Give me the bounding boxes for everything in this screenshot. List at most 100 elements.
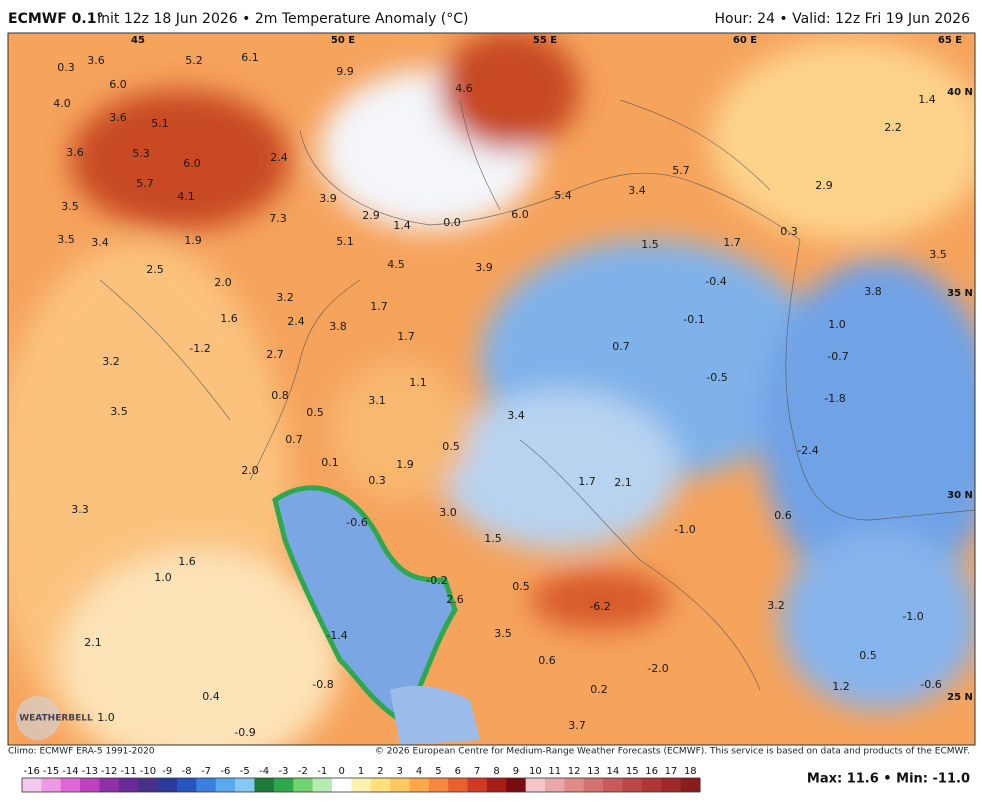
colorbar-label: 7 xyxy=(474,766,480,777)
colorbar-cell xyxy=(293,778,314,792)
colorbar-label: -13 xyxy=(82,766,98,777)
colorbar-cell xyxy=(118,778,139,792)
colorbar-cell xyxy=(235,778,255,792)
map-value: 0.7 xyxy=(285,433,303,446)
map-value: 1.4 xyxy=(393,219,411,232)
colorbar-label: 2 xyxy=(377,766,383,777)
map-value: 0.7 xyxy=(612,340,630,353)
grid-label: 60 E xyxy=(733,35,757,46)
map-value: 1.1 xyxy=(409,376,427,389)
map-value: 5.2 xyxy=(185,54,203,67)
colorbar-cell xyxy=(506,778,527,792)
map-value: 3.0 xyxy=(439,506,457,519)
colorbar-label: 0 xyxy=(338,766,344,777)
colorbar-frame xyxy=(21,777,701,793)
colorbar-label: -14 xyxy=(62,766,78,777)
map-value: 6.1 xyxy=(241,51,259,64)
colorbar-cell xyxy=(196,778,217,792)
map-value: -1.0 xyxy=(674,523,695,536)
colorbar-label: 12 xyxy=(568,766,581,777)
colorbar-cell xyxy=(138,778,159,792)
colorbar-cell xyxy=(312,778,333,792)
colorbar-label: -2 xyxy=(298,766,308,777)
colorbar-label: -10 xyxy=(140,766,156,777)
colorbar-label: 10 xyxy=(529,766,542,777)
map-value: 5.4 xyxy=(554,189,572,202)
climo-note: Climo: ECMWF ERA-5 1991-2020 xyxy=(8,747,155,757)
colorbar-label: -6 xyxy=(220,766,230,777)
logo-badge xyxy=(16,696,60,740)
map-value: -2.4 xyxy=(797,444,818,457)
colorbar-cell xyxy=(641,778,662,792)
map-value: -1.4 xyxy=(326,629,347,642)
map-value: 0.5 xyxy=(512,580,530,593)
map-value: 3.6 xyxy=(109,111,127,124)
map-value: 1.7 xyxy=(578,475,596,488)
map-value: 3.7 xyxy=(568,719,586,732)
map-value: -1.8 xyxy=(824,392,845,405)
colorbar-cell xyxy=(331,778,352,792)
colorbar-cell xyxy=(273,778,294,792)
map-value: 3.5 xyxy=(57,233,75,246)
colorbar-cell xyxy=(583,778,604,792)
colorbar-cell xyxy=(176,778,197,792)
colorbar-cell xyxy=(80,778,100,792)
map-value: 0.0 xyxy=(443,216,461,229)
grid-label: 50 E xyxy=(331,35,355,46)
map-value: 1.4 xyxy=(918,93,936,106)
watermark: WEATHERBELL xyxy=(19,714,93,724)
grid-label: 40 N xyxy=(947,87,973,98)
map-value: 5.7 xyxy=(672,164,690,177)
colorbar-cell xyxy=(545,778,565,792)
map-value: -1.0 xyxy=(902,610,923,623)
map-value: 5.1 xyxy=(151,117,169,130)
colorbar-cell xyxy=(215,778,236,792)
map-value: 0.5 xyxy=(859,649,877,662)
grid-label: 30 N xyxy=(947,490,973,501)
colorbar-cell xyxy=(448,778,469,792)
colorbar-cell xyxy=(370,778,391,792)
map-value: 3.2 xyxy=(276,291,294,304)
map-value: 0.6 xyxy=(774,509,792,522)
map-value: 3.3 xyxy=(71,503,89,516)
map-value: 3.8 xyxy=(329,320,347,333)
colorbar-label: 18 xyxy=(684,766,697,777)
grid-labels: 45 50 E 55 E 60 E 65 E 40 N 35 N 30 N 25 N xyxy=(131,35,973,703)
map-value: 1.5 xyxy=(484,532,502,545)
grid-label: 55 E xyxy=(533,35,557,46)
map-value: 1.5 xyxy=(641,238,659,251)
map-value: 6.0 xyxy=(511,208,529,221)
map-value: 5.1 xyxy=(336,235,354,248)
map-value: 1.7 xyxy=(723,236,741,249)
map-value: 1.6 xyxy=(178,555,196,568)
map-value: 1.2 xyxy=(832,680,850,693)
map-value: -0.6 xyxy=(346,516,367,529)
map-value: 0.3 xyxy=(368,474,386,487)
map-value: 2.0 xyxy=(241,464,259,477)
colorbar-label: 1 xyxy=(358,766,364,777)
colorbar-cell xyxy=(409,778,430,792)
map-value: -0.6 xyxy=(920,678,941,691)
map-values: 0.3 3.6 6.0 4.0 5.2 6.1 9.9 4.6 3.6 5.1 3.6 5.3 6.0 2… xyxy=(53,51,947,739)
map-value: 1.9 xyxy=(396,458,414,471)
colorbar-label: -15 xyxy=(43,766,59,777)
map-value: 7.3 xyxy=(269,212,287,225)
map-value: 2.4 xyxy=(270,151,288,164)
colorbar-label: 13 xyxy=(587,766,600,777)
map-value: 1.0 xyxy=(154,571,172,584)
map-value: 0.6 xyxy=(538,654,556,667)
map-value: 3.5 xyxy=(61,200,79,213)
map-value: 2.7 xyxy=(266,348,284,361)
model-name: ECMWF 0.1° xyxy=(8,11,103,27)
map-title: Init 12z 18 Jun 2026 • 2m Temperature An… xyxy=(97,11,469,27)
colorbar-cell xyxy=(41,778,62,792)
map-value: 2.9 xyxy=(815,179,833,192)
map-value: 6.0 xyxy=(183,157,201,170)
colorbar-cell xyxy=(157,778,178,792)
colorbar-label: 4 xyxy=(416,766,422,777)
colorbar-cell xyxy=(428,778,449,792)
map-value: 3.5 xyxy=(110,405,128,418)
map-value: 0.3 xyxy=(57,61,75,74)
colorbar-label: 8 xyxy=(493,766,499,777)
